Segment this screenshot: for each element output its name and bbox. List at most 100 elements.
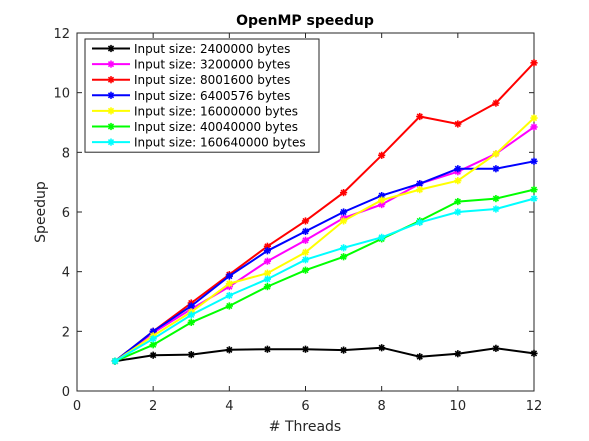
data-point — [454, 197, 462, 206]
data-point — [301, 236, 310, 244]
y-axis-label: Speedup — [33, 181, 49, 243]
legend-marker — [107, 107, 115, 115]
legend-item: Input size: 2400000 bytes — [92, 42, 290, 56]
data-point — [263, 257, 272, 265]
data-point — [378, 151, 386, 159]
chart-title: OpenMP speedup — [236, 13, 374, 29]
y-tick-label: 10 — [53, 87, 70, 102]
data-point — [339, 253, 348, 261]
data-point — [339, 346, 348, 354]
legend-marker — [107, 91, 115, 99]
data-point — [416, 218, 424, 227]
y-tick-label: 12 — [53, 27, 70, 42]
x-tick-label: 4 — [225, 399, 233, 414]
data-point — [454, 120, 462, 128]
data-point — [492, 165, 500, 173]
data-point — [187, 311, 195, 319]
legend-label: Input size: 6400576 bytes — [134, 89, 290, 103]
data-point — [339, 189, 348, 197]
legend-marker — [107, 122, 115, 131]
series-line — [114, 188, 535, 363]
data-point — [530, 349, 538, 358]
data-point — [492, 194, 500, 203]
x-tick-label: 8 — [378, 399, 386, 414]
legend-label: Input size: 3200000 bytes — [134, 58, 290, 72]
data-point — [111, 357, 119, 365]
data-point — [378, 196, 386, 204]
legend-marker — [107, 60, 115, 68]
data-point — [263, 345, 272, 353]
legend-label: Input size: 160640000 bytes — [134, 136, 306, 150]
series-line — [114, 346, 535, 363]
data-point — [301, 256, 310, 264]
data-point — [263, 282, 272, 291]
data-point — [149, 351, 157, 359]
data-point — [530, 114, 538, 122]
data-point — [225, 291, 233, 300]
data-point — [301, 227, 310, 235]
series-layer — [111, 59, 538, 365]
data-point — [492, 344, 500, 352]
x-tick-label: 6 — [301, 399, 309, 414]
y-axis: 0 2 4 6 8 10 12 — [53, 27, 534, 400]
data-point — [454, 177, 462, 185]
legend-label: Input size: 8001600 bytes — [134, 73, 290, 87]
data-point — [187, 351, 195, 359]
data-point — [378, 344, 386, 352]
data-point — [416, 112, 424, 121]
data-point — [416, 353, 424, 361]
data-point — [492, 205, 500, 213]
legend-label: Input size: 16000000 bytes — [134, 104, 298, 118]
data-point — [339, 244, 348, 252]
data-point — [301, 217, 310, 225]
legend-marker — [107, 138, 115, 146]
data-point — [530, 194, 538, 203]
data-point — [301, 345, 310, 353]
y-tick-label: 8 — [62, 146, 70, 161]
x-tick-label: 12 — [526, 399, 543, 414]
legend-item: Input size: 6400576 bytes — [92, 89, 290, 103]
data-point — [416, 180, 424, 188]
data-point — [530, 59, 538, 67]
data-point — [339, 217, 348, 225]
data-point — [378, 233, 386, 241]
data-point — [454, 165, 462, 173]
legend-item: Input size: 16000000 bytes — [92, 104, 298, 118]
data-point — [187, 318, 195, 326]
legend: Input size: 2400000 bytes Input size: 320… — [84, 38, 320, 153]
data-point — [263, 275, 272, 283]
legend-item: Input size: 8001600 bytes — [92, 73, 290, 87]
data-point — [339, 208, 348, 216]
x-tick-label: 2 — [149, 399, 157, 414]
y-tick-label: 4 — [62, 266, 70, 281]
data-point — [530, 186, 538, 194]
x-tick-label: 0 — [73, 399, 81, 414]
data-point — [530, 157, 538, 165]
data-point — [492, 150, 500, 158]
data-point — [149, 335, 157, 343]
series-7 — [111, 194, 538, 365]
legend-marker — [107, 44, 115, 53]
y-tick-label: 6 — [62, 206, 70, 221]
data-point — [454, 350, 462, 358]
data-point — [263, 247, 272, 255]
legend-item: Input size: 160640000 bytes — [92, 136, 306, 150]
x-axis-label: # Threads — [269, 419, 341, 435]
series-line — [114, 197, 535, 363]
data-point — [225, 280, 233, 288]
x-axis: 0 2 4 6 8 10 12 — [73, 33, 542, 414]
y-tick-label: 2 — [62, 325, 70, 340]
legend-marker — [107, 76, 115, 84]
series-line — [114, 160, 535, 362]
legend-item: Input size: 40040000 bytes — [92, 120, 298, 134]
data-point — [225, 302, 233, 310]
data-point — [187, 302, 195, 310]
y-tick-label: 0 — [62, 385, 70, 400]
data-point — [454, 208, 462, 216]
data-point — [416, 186, 424, 194]
data-point — [530, 123, 538, 131]
series-line — [114, 117, 535, 363]
data-point — [301, 248, 310, 256]
legend-label: Input size: 40040000 bytes — [134, 120, 298, 134]
